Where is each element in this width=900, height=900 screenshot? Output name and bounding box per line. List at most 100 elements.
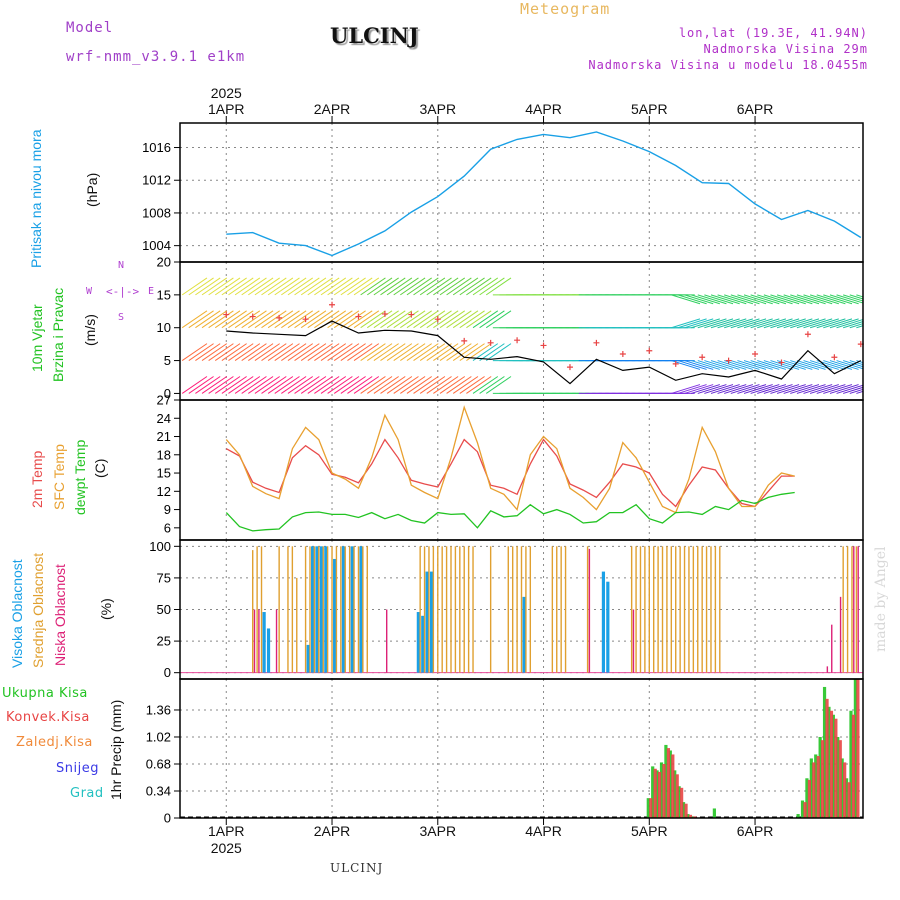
wind-barb	[228, 376, 254, 394]
wind-barb	[763, 384, 793, 394]
wind-barb	[393, 376, 419, 394]
wind-barb	[221, 310, 247, 329]
wind-barb	[757, 262, 759, 263]
wind-barb	[214, 376, 241, 394]
wind-barb	[479, 376, 505, 394]
wind-barb	[750, 318, 780, 329]
wind-barb	[188, 277, 214, 296]
high-cloud-bar	[319, 546, 324, 673]
wind-barb	[433, 343, 459, 361]
total-rain-bar	[664, 744, 668, 818]
mid-cloud-bar	[450, 546, 452, 673]
wind-barb	[757, 360, 787, 370]
x-top-label: 1APR	[208, 101, 245, 117]
wind-barb	[340, 262, 342, 263]
wind-barb	[188, 376, 214, 394]
cloud-tick-label: 50	[157, 602, 171, 617]
high-cloud-bar	[601, 571, 606, 673]
wind-barb	[823, 318, 853, 329]
wind-barb	[406, 277, 432, 296]
wind-barb	[413, 310, 439, 329]
wind-barb	[321, 262, 322, 263]
wind-barb	[314, 343, 340, 361]
wind-barb	[221, 262, 223, 263]
wind-gust-marker	[619, 351, 626, 357]
wind-barb	[776, 384, 806, 394]
wind-barb	[340, 277, 366, 296]
wind-barb	[241, 376, 267, 394]
wind-barb	[274, 376, 300, 394]
mid-cloud-bar	[683, 546, 686, 673]
temp-tick-label: 18	[157, 447, 171, 462]
precip-tick-label: 0.68	[146, 756, 171, 771]
high-cloud-bar	[359, 546, 363, 673]
wind-barb	[181, 310, 208, 329]
high-cloud-bars	[262, 546, 610, 673]
wind-barb	[333, 310, 360, 329]
wind-barb	[373, 277, 399, 296]
mid-cloud-bar	[454, 546, 457, 673]
wind-barb	[796, 262, 799, 263]
wind-gust-marker	[276, 314, 283, 321]
wind-barb	[439, 277, 466, 296]
compass-south: S	[118, 312, 125, 323]
wind-barb	[360, 376, 386, 394]
wind-barb	[485, 277, 512, 296]
wind-barb	[268, 262, 270, 263]
mid-cloud-bar	[701, 546, 703, 673]
wind-barb	[241, 310, 267, 329]
wind-barb	[400, 343, 426, 361]
mid-cloud-bar	[291, 546, 294, 673]
wind-barb	[466, 376, 492, 394]
wind-barb	[340, 310, 366, 329]
year-top-label: 2025	[211, 85, 242, 101]
x-top-label: 6APR	[737, 101, 774, 117]
wind-barb	[360, 343, 386, 361]
pressure-tick-label: 1012	[142, 173, 171, 188]
wind-barb	[433, 310, 459, 329]
x-bottom-label: 6APR	[737, 823, 774, 839]
wind-barb	[446, 262, 448, 263]
wind-barb	[750, 360, 780, 370]
wind-barb	[843, 360, 863, 368]
convective-rain-bar	[847, 782, 851, 818]
wind-barb	[248, 262, 250, 263]
wind-barb	[439, 310, 466, 329]
wind-barb	[472, 310, 499, 329]
wind-barb	[380, 262, 382, 263]
high-cloud-bar	[341, 546, 346, 673]
total-rain-bar	[655, 770, 659, 818]
wind-barb	[770, 318, 800, 329]
mid-cloud-bar	[428, 546, 430, 673]
wind-barb	[281, 343, 307, 361]
mid-cloud-bar	[516, 546, 518, 673]
total-rain-bar	[809, 758, 813, 818]
precip-panel: 0 0.34 0.68 1.02 1.36	[146, 679, 863, 826]
wind-barb	[691, 384, 720, 394]
wind-barb	[776, 294, 806, 305]
wind-barb	[307, 376, 333, 394]
wind-barb	[393, 262, 395, 263]
temp-tick-label: 12	[157, 484, 171, 499]
wind-barbs	[181, 262, 863, 394]
wind-barb	[836, 262, 839, 263]
wind-barb	[181, 277, 208, 296]
wind-barb	[697, 360, 727, 370]
wind-barb	[433, 376, 459, 394]
wind-barb	[717, 294, 747, 305]
wind-barb	[485, 310, 512, 329]
wind-barb	[770, 384, 800, 394]
mid-cloud-bar	[362, 546, 364, 673]
wind-barb	[816, 318, 846, 329]
wind-barb	[677, 294, 707, 305]
total-rain-bar	[646, 798, 650, 818]
wind-barb	[783, 384, 813, 394]
wind-barb	[671, 384, 701, 394]
total-rain-bar	[822, 686, 827, 818]
wind-barb	[856, 390, 863, 394]
wind-barb	[353, 343, 380, 361]
wind-barb	[347, 376, 373, 394]
convective-rain-bar	[684, 803, 688, 818]
wind-barb	[287, 277, 314, 296]
wind-barb	[307, 277, 333, 296]
